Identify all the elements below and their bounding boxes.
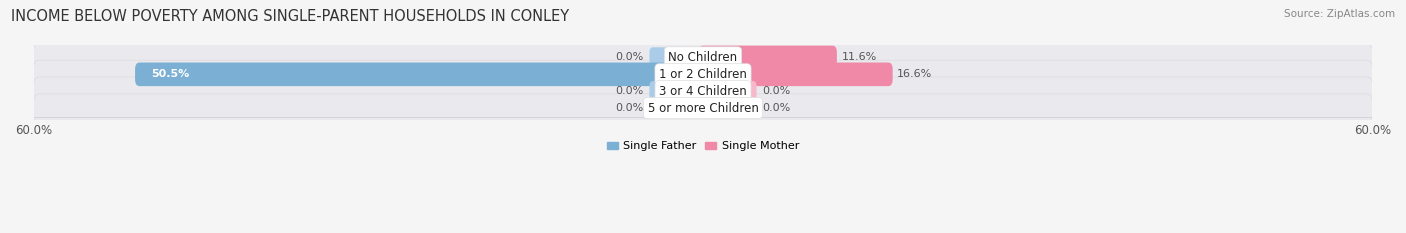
FancyBboxPatch shape	[34, 77, 1372, 105]
FancyBboxPatch shape	[135, 62, 707, 86]
Legend: Single Father, Single Mother: Single Father, Single Mother	[602, 137, 804, 156]
Text: 0.0%: 0.0%	[762, 103, 790, 113]
Text: 50.5%: 50.5%	[150, 69, 188, 79]
Text: 16.6%: 16.6%	[897, 69, 932, 79]
Text: No Children: No Children	[668, 51, 738, 64]
Text: 0.0%: 0.0%	[616, 103, 644, 113]
FancyBboxPatch shape	[700, 98, 756, 118]
FancyBboxPatch shape	[699, 62, 893, 86]
FancyBboxPatch shape	[650, 81, 706, 101]
Text: 3 or 4 Children: 3 or 4 Children	[659, 85, 747, 98]
Text: 0.0%: 0.0%	[762, 86, 790, 96]
FancyBboxPatch shape	[34, 43, 1372, 72]
Text: 0.0%: 0.0%	[616, 86, 644, 96]
FancyBboxPatch shape	[700, 81, 756, 101]
FancyBboxPatch shape	[34, 94, 1372, 122]
Text: 5 or more Children: 5 or more Children	[648, 102, 758, 115]
Text: 1 or 2 Children: 1 or 2 Children	[659, 68, 747, 81]
FancyBboxPatch shape	[650, 98, 706, 118]
FancyBboxPatch shape	[34, 60, 1372, 89]
Text: 11.6%: 11.6%	[841, 52, 876, 62]
Text: INCOME BELOW POVERTY AMONG SINGLE-PARENT HOUSEHOLDS IN CONLEY: INCOME BELOW POVERTY AMONG SINGLE-PARENT…	[11, 9, 569, 24]
Text: 0.0%: 0.0%	[616, 52, 644, 62]
FancyBboxPatch shape	[699, 46, 837, 69]
Text: Source: ZipAtlas.com: Source: ZipAtlas.com	[1284, 9, 1395, 19]
FancyBboxPatch shape	[650, 47, 706, 68]
